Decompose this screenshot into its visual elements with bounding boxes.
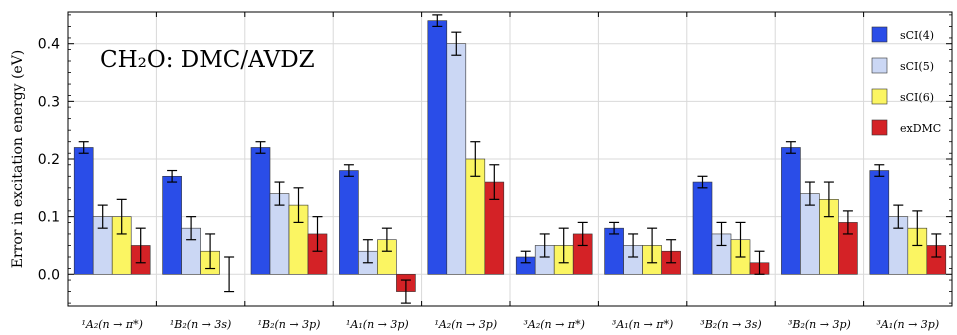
y-tick-label: 0.4	[38, 37, 60, 53]
legend-swatch	[872, 58, 887, 73]
legend: sCI(4) sCI(5) sCI(6) exDMC	[872, 27, 941, 135]
y-tick-label: 0.2	[38, 152, 60, 168]
legend-swatch	[872, 27, 887, 42]
category-label: ¹B₂(n → 3s)	[170, 318, 231, 331]
legend-label: sCI(6)	[900, 91, 934, 104]
category-label: ³A₁(n → 3p)	[876, 318, 939, 331]
category-label: ³A₂(n → π*)	[524, 318, 585, 331]
bar	[74, 147, 93, 274]
legend-swatch	[872, 89, 887, 104]
bar	[428, 21, 447, 275]
bar	[605, 228, 624, 274]
category-label: ¹B₂(n → 3p)	[258, 318, 321, 331]
legend-label: sCI(4)	[900, 29, 934, 42]
y-tick-label: 0.3	[38, 94, 60, 110]
category-label: ³B₂(n → 3s)	[700, 318, 761, 331]
y-tick-label: 0.0	[38, 267, 60, 283]
bar	[693, 182, 712, 274]
y-axis-label: Error in excitation energy (eV)	[10, 50, 26, 269]
bar	[163, 176, 182, 274]
category-label: ³B₂(n → 3p)	[788, 318, 851, 331]
legend-label: exDMC	[900, 122, 941, 135]
category-label: ³A₁(n → π*)	[612, 318, 673, 331]
category-label: ¹A₁(n → 3p)	[346, 318, 409, 331]
bar	[251, 147, 270, 274]
chart-title: CH₂O: DMC/AVDZ	[100, 47, 315, 73]
bar	[447, 44, 466, 275]
bar	[339, 171, 358, 275]
bar	[781, 147, 800, 274]
category-label: ¹A₂(n → π*)	[82, 318, 143, 331]
y-tick-label: 0.1	[38, 210, 60, 226]
legend-swatch	[872, 120, 887, 135]
legend-label: sCI(5)	[900, 60, 934, 73]
bar	[870, 171, 889, 275]
category-label: ¹A₂(n → 3p)	[434, 318, 497, 331]
